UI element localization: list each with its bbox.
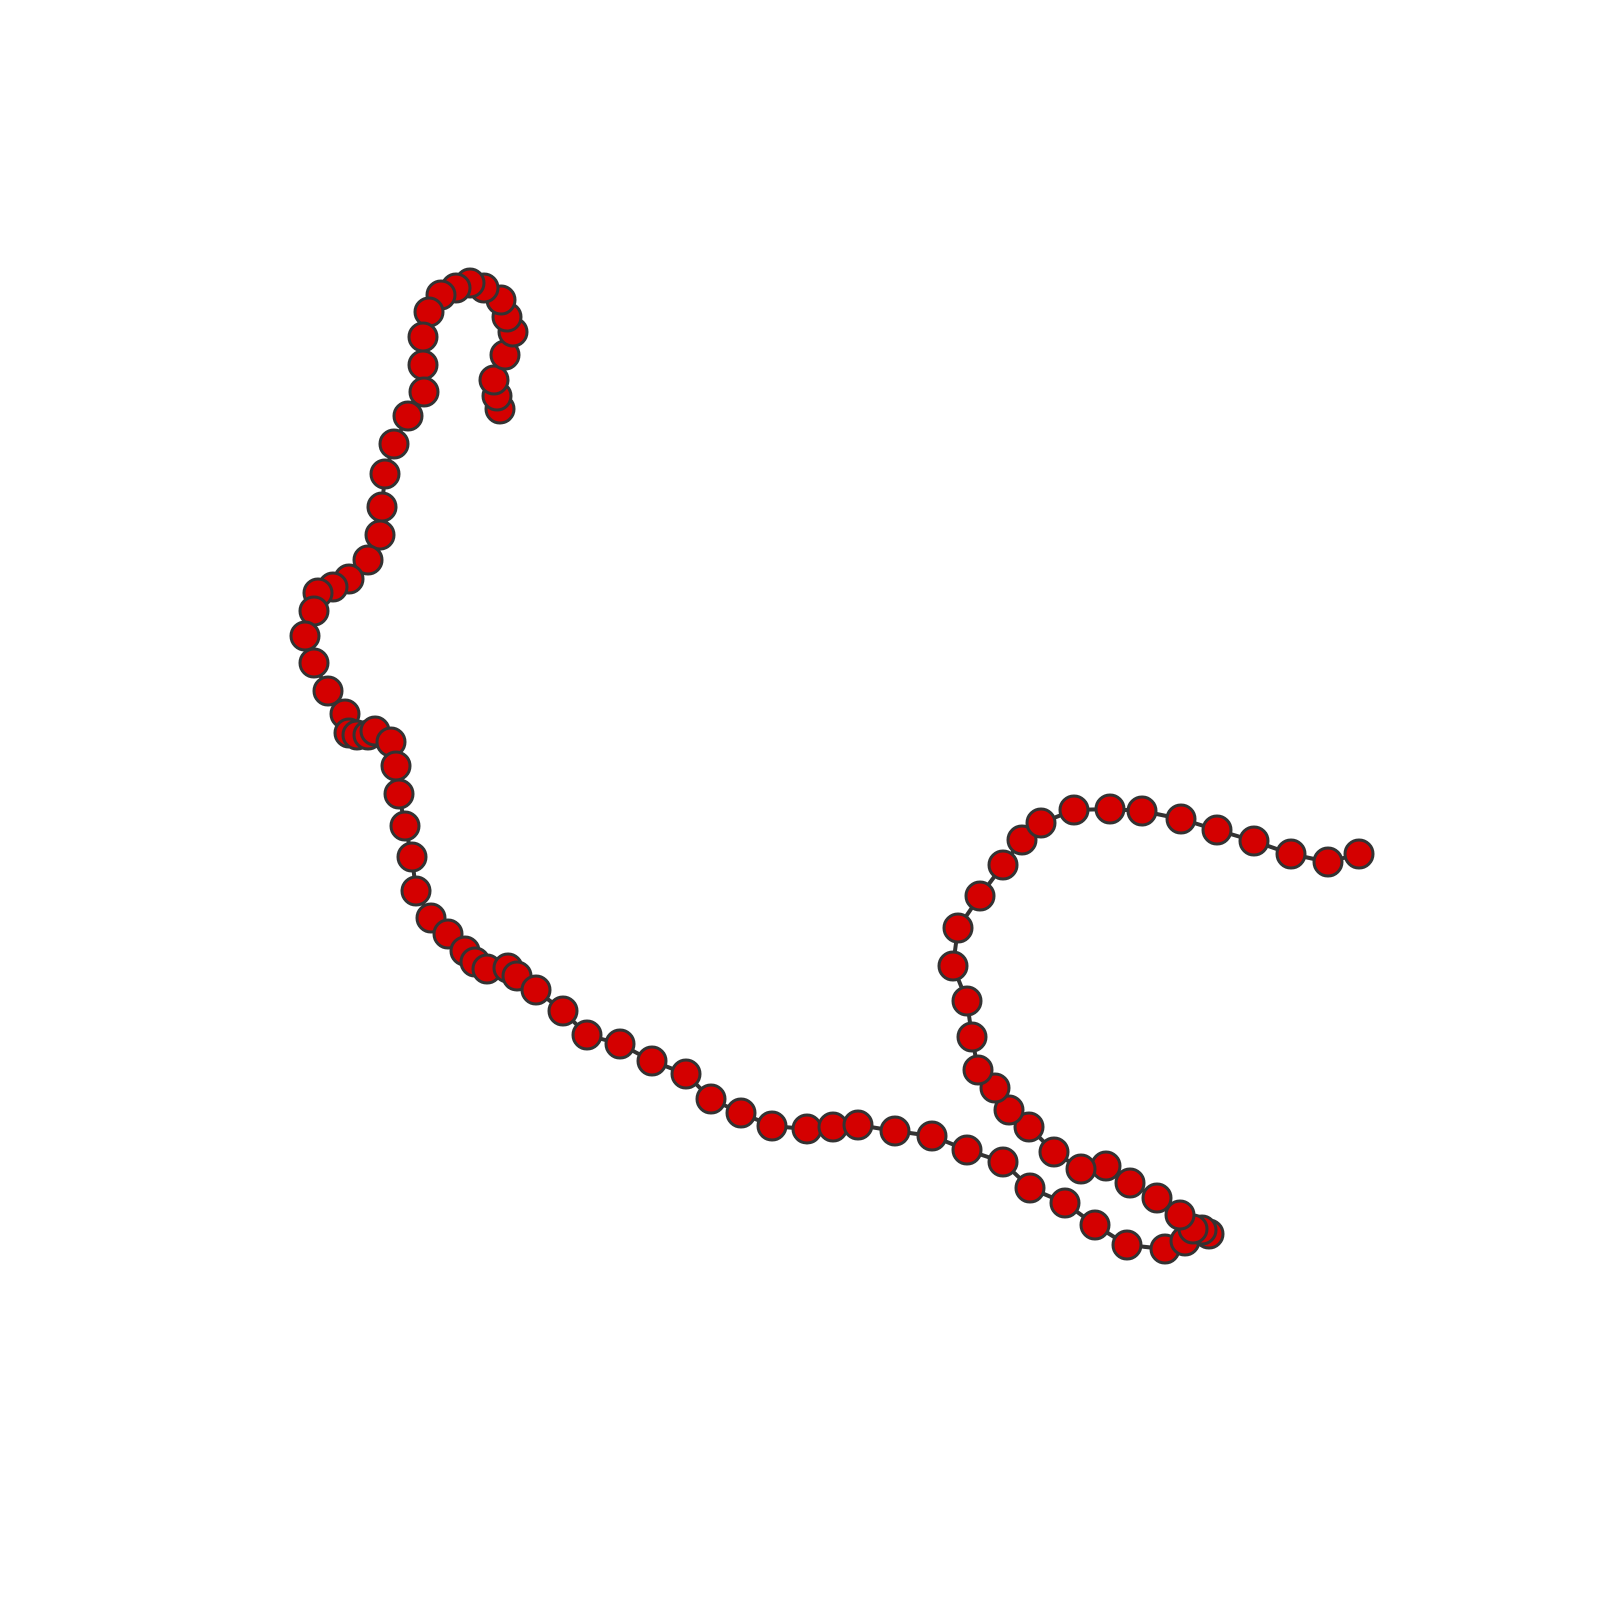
bead-64	[1079, 1209, 1111, 1241]
bead-2	[478, 364, 510, 396]
bead-46	[520, 974, 552, 1006]
bead-48	[571, 1019, 603, 1051]
bead-53	[725, 1097, 757, 1129]
bead-84	[942, 912, 974, 944]
bead-92	[1165, 803, 1197, 835]
bead-94	[1238, 825, 1270, 857]
bead-52	[695, 1083, 727, 1115]
bead-16	[378, 428, 410, 460]
bead-59	[916, 1120, 948, 1152]
bead-50	[636, 1045, 668, 1077]
bead-13	[407, 349, 439, 381]
bead-26	[298, 647, 330, 679]
bead-36	[389, 810, 421, 842]
bead-57	[842, 1109, 874, 1141]
bead-14	[408, 376, 440, 408]
bead-87	[1006, 824, 1038, 856]
bead-85	[964, 880, 996, 912]
bead-80	[962, 1054, 994, 1086]
bead-91	[1126, 795, 1158, 827]
bead-63	[1049, 1187, 1081, 1219]
bead-20	[352, 544, 384, 576]
bead-11	[413, 296, 445, 328]
bead-15	[392, 400, 424, 432]
bead-83	[937, 950, 969, 982]
bead-86	[987, 849, 1019, 881]
bead-58	[879, 1115, 911, 1147]
bead-35	[383, 778, 415, 810]
bead-65	[1111, 1229, 1143, 1261]
bead-93	[1201, 814, 1233, 846]
bead-89	[1058, 794, 1090, 826]
bead-12	[407, 321, 439, 353]
bead-77	[1013, 1111, 1045, 1143]
bead-78	[993, 1094, 1025, 1126]
bead-76	[1038, 1136, 1070, 1168]
bead-34	[380, 750, 412, 782]
bead-27	[312, 675, 344, 707]
bead-90	[1094, 793, 1126, 825]
bead-61	[987, 1146, 1019, 1178]
bead-38	[400, 875, 432, 907]
bead-51	[670, 1058, 702, 1090]
chain-beads	[289, 267, 1375, 1265]
bead-25	[289, 620, 321, 652]
bead-96	[1312, 846, 1344, 878]
bead-60	[951, 1134, 983, 1166]
bead-62	[1014, 1172, 1046, 1204]
bead-55	[791, 1113, 823, 1145]
bead-88	[1025, 807, 1057, 839]
bead-19	[364, 519, 396, 551]
bead-17	[369, 458, 401, 490]
bead-81	[956, 1021, 988, 1053]
bead-72	[1141, 1182, 1173, 1214]
bead-49	[604, 1028, 636, 1060]
bead-75	[1065, 1153, 1097, 1185]
bead-97	[1343, 838, 1375, 870]
bead-95	[1275, 838, 1307, 870]
bead-37	[396, 841, 428, 873]
bead-71	[1164, 1199, 1196, 1231]
bead-47	[547, 995, 579, 1027]
bead-82	[951, 985, 983, 1017]
bead-73	[1114, 1167, 1146, 1199]
bead-18	[366, 491, 398, 523]
bead-54	[756, 1110, 788, 1142]
